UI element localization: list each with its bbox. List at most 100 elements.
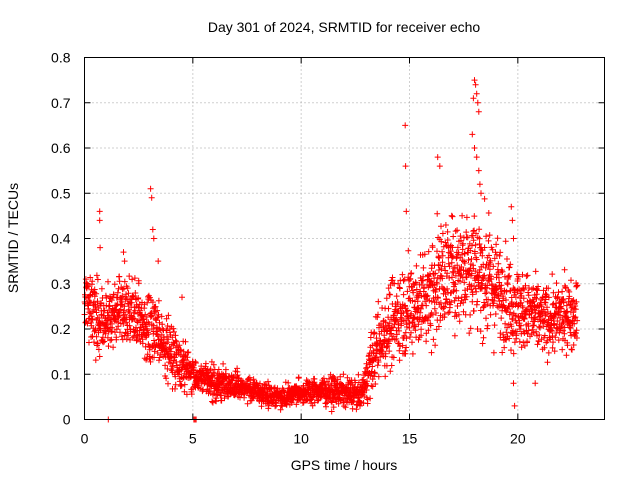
data-point: [154, 307, 161, 314]
data-point: [563, 302, 570, 309]
data-point: [502, 320, 509, 327]
data-point: [532, 380, 539, 387]
data-point: [503, 336, 510, 343]
data-point: [97, 244, 104, 251]
data-point: [355, 371, 362, 378]
data-point: [503, 297, 509, 303]
data-point: [192, 360, 199, 366]
data-point: [425, 248, 432, 255]
data-point: [439, 275, 446, 282]
data-point: [440, 243, 447, 250]
data-point: [408, 310, 415, 317]
data-point: [459, 246, 466, 253]
data-point: [521, 342, 528, 349]
data-point: [555, 309, 562, 316]
data-point: [484, 322, 491, 329]
data-point: [384, 337, 391, 344]
data-point: [485, 210, 492, 216]
data-point: [470, 237, 477, 244]
data-point: [402, 163, 409, 170]
data-point: [102, 330, 109, 337]
data-point: [559, 346, 566, 353]
data-point: [468, 270, 475, 277]
data-point: [564, 342, 571, 349]
data-point: [110, 291, 117, 298]
data-point: [513, 332, 520, 339]
data-point: [172, 385, 178, 392]
data-point: [413, 262, 420, 269]
data-point: [146, 294, 153, 301]
data-point: [213, 395, 220, 402]
data-point: [448, 212, 455, 219]
data-point: [423, 338, 430, 345]
data-point: [395, 280, 402, 287]
data-point: [176, 342, 183, 349]
data-point: [190, 364, 197, 371]
y-tick-label: 0: [63, 412, 71, 428]
data-point: [373, 339, 380, 346]
data-point: [442, 222, 449, 228]
data-point: [469, 291, 476, 298]
data-point: [311, 375, 318, 382]
data-point: [463, 214, 470, 221]
data-point: [93, 272, 100, 279]
data-point: [493, 251, 500, 258]
data-point: [393, 335, 400, 342]
data-point: [95, 346, 102, 353]
data-point: [172, 337, 179, 344]
data-point: [116, 312, 123, 319]
data-point: [460, 240, 466, 247]
data-point: [473, 256, 480, 263]
data-point: [340, 371, 347, 378]
data-point: [529, 326, 536, 333]
data-point: [451, 297, 458, 304]
y-tick-label: 0.5: [51, 185, 71, 201]
data-point: [476, 181, 483, 188]
data-point: [388, 362, 395, 369]
data-point: [523, 273, 530, 280]
data-point: [330, 373, 337, 380]
data-point: [125, 290, 132, 297]
data-point: [151, 337, 157, 344]
data-point: [510, 350, 517, 357]
data-point: [96, 353, 103, 360]
data-point: [363, 387, 370, 393]
data-point: [508, 323, 515, 330]
data-point: [473, 288, 480, 295]
data-point: [504, 280, 511, 286]
data-point: [522, 282, 529, 289]
data-point: [497, 285, 504, 292]
data-point: [128, 299, 135, 306]
data-point: [517, 326, 523, 333]
data-point: [446, 263, 453, 270]
data-point: [475, 167, 482, 174]
y-tick-label: 0.8: [51, 50, 71, 66]
data-point: [403, 208, 410, 215]
data-point: [545, 285, 552, 292]
data-point: [178, 347, 185, 354]
data-point: [91, 339, 97, 346]
data-point: [569, 346, 575, 353]
data-point: [337, 373, 344, 380]
data-point: [162, 340, 169, 347]
data-point: [431, 305, 438, 312]
data-point: [328, 408, 335, 415]
data-point: [474, 326, 481, 332]
data-point: [460, 299, 467, 306]
data-point: [572, 303, 579, 309]
data-point: [463, 229, 470, 236]
data-point: [424, 317, 431, 324]
data-point: [487, 257, 494, 264]
data-point: [530, 285, 537, 292]
data-point: [309, 402, 316, 409]
data-point: [84, 320, 91, 327]
data-point: [447, 248, 454, 255]
data-point: [449, 213, 456, 220]
data-point: [458, 237, 464, 244]
data-point: [477, 328, 484, 335]
data-point: [476, 226, 483, 233]
data-point: [153, 317, 160, 324]
data-point: [125, 300, 132, 307]
x-tick-label: 0: [81, 431, 89, 447]
data-point: [502, 238, 509, 245]
